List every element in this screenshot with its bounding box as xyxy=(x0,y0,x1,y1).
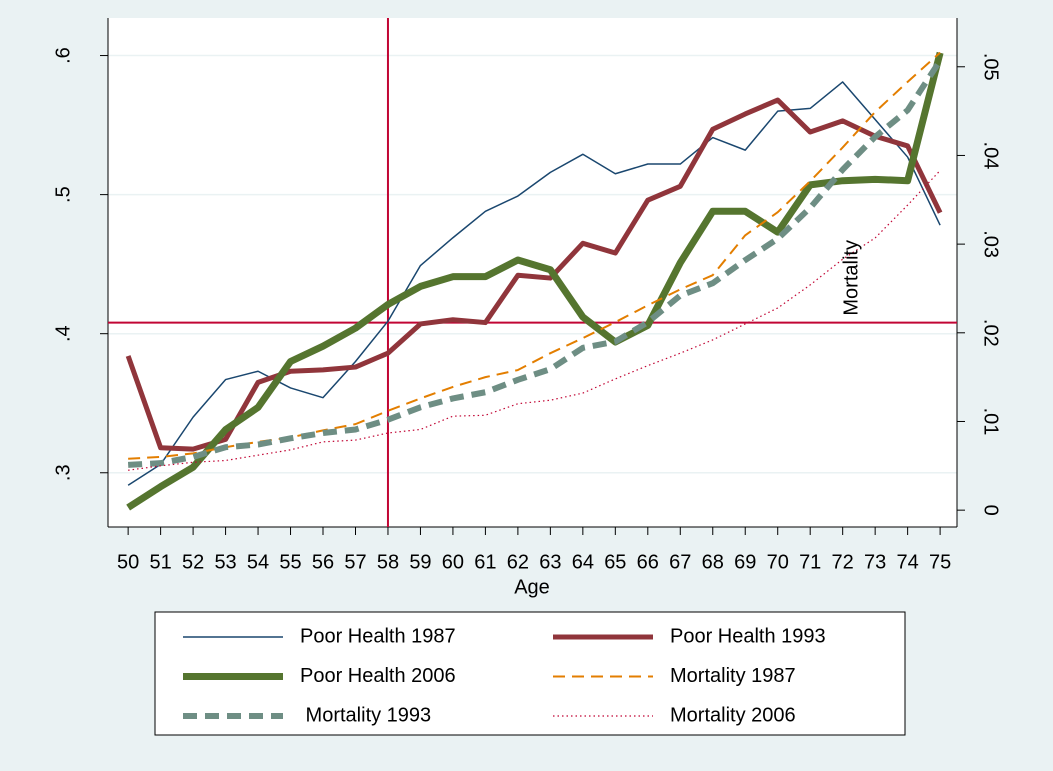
x-tick-label: 75 xyxy=(929,551,951,573)
y-tick-label: .4 xyxy=(52,325,74,342)
legend-label: Poor Health 1987 xyxy=(300,625,456,647)
series-line xyxy=(127,81,941,486)
x-tick-label: 51 xyxy=(149,551,171,573)
x-tick-label: 70 xyxy=(767,551,789,573)
x-tick-label: 53 xyxy=(214,551,236,573)
x-tick-label: 69 xyxy=(734,551,756,573)
x-tick-label: 67 xyxy=(669,551,691,573)
x-tick-label: 68 xyxy=(702,551,724,573)
series-line xyxy=(126,51,944,511)
y2-tick-label: .04 xyxy=(980,142,1002,170)
x-tick-label: 74 xyxy=(897,551,919,573)
x-tick-label: 55 xyxy=(279,551,301,573)
legend-label: Mortality 2006 xyxy=(670,704,796,726)
x-tick-label: 71 xyxy=(799,551,821,573)
x-tick-label: 52 xyxy=(182,551,204,573)
series-line xyxy=(128,170,941,471)
x-tick-label: 66 xyxy=(637,551,659,573)
y2-tick-label: .05 xyxy=(980,53,1002,81)
x-tick-label: 62 xyxy=(507,551,529,573)
x-tick-label: 57 xyxy=(344,551,366,573)
x-tick-label: 60 xyxy=(442,551,464,573)
legend-label: Mortality 1993 xyxy=(300,704,431,726)
y2-tick-label: .03 xyxy=(980,230,1002,258)
y-tick-label: .6 xyxy=(52,47,74,64)
plot-area xyxy=(108,18,957,527)
y2-tick-label: .02 xyxy=(980,319,1002,347)
y2-tick-label: 0 xyxy=(980,505,1002,516)
y-tick-label: .3 xyxy=(52,464,74,481)
annotation: Mortality xyxy=(841,240,863,316)
series-line xyxy=(125,97,943,452)
legend-label: Poor Health 2006 xyxy=(300,665,456,687)
x-tick-label: 61 xyxy=(474,551,496,573)
y-tick-label: .5 xyxy=(52,186,74,203)
series-line xyxy=(127,58,943,468)
x-tick-label: 64 xyxy=(572,551,594,573)
legend-label: Poor Health 1993 xyxy=(670,625,826,647)
x-axis-label: Age xyxy=(514,576,550,598)
y2-tick-label: .01 xyxy=(980,408,1002,436)
x-tick-label: 65 xyxy=(604,551,626,573)
legend-label: Mortality 1987 xyxy=(670,665,796,687)
x-tick-label: 50 xyxy=(117,551,139,573)
x-tick-label: 73 xyxy=(864,551,886,573)
x-tick-label: 59 xyxy=(409,551,431,573)
x-tick-label: 72 xyxy=(832,551,854,573)
x-tick-label: 56 xyxy=(312,551,334,573)
x-tick-label: 58 xyxy=(377,551,399,573)
x-tick-label: 63 xyxy=(539,551,561,573)
x-tick-label: 54 xyxy=(247,551,269,573)
